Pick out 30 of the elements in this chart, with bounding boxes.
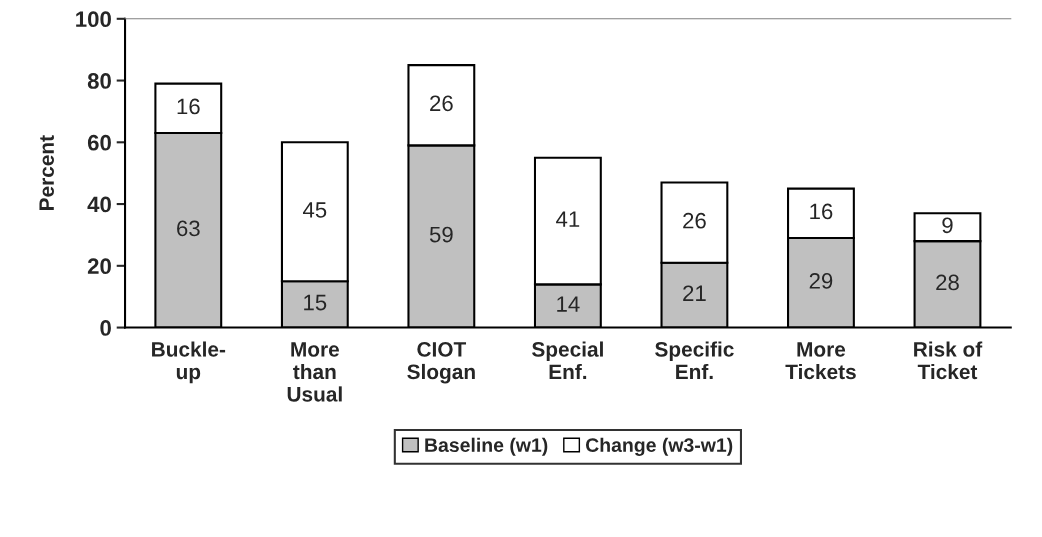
x-tick-label: Specific Enf. bbox=[655, 341, 734, 379]
x-tick-label: CIOT Slogan bbox=[407, 342, 475, 384]
x-tick-label: Buckle- up bbox=[152, 341, 226, 384]
data-label: 15 bbox=[304, 294, 327, 311]
data-label: 21 bbox=[683, 285, 706, 301]
x-tick-label: Special Enf. bbox=[532, 341, 603, 379]
data-label: 14 bbox=[557, 296, 580, 312]
y-tick-label: 0 bbox=[100, 320, 111, 336]
y-tick-label: 80 bbox=[87, 73, 111, 89]
y-tick-label: 40 bbox=[87, 196, 111, 213]
x-tick-label: More than Usual bbox=[287, 342, 342, 402]
data-label: 28 bbox=[936, 274, 959, 291]
data-label: 29 bbox=[809, 273, 833, 289]
legend-label: Baseline (w1) bbox=[425, 437, 548, 456]
data-label: 63 bbox=[177, 220, 200, 237]
x-tick-label: Risk of Ticket bbox=[914, 341, 983, 380]
data-label: 16 bbox=[177, 98, 200, 115]
data-label: 59 bbox=[429, 226, 453, 243]
y-axis-title: Percent bbox=[39, 135, 54, 210]
y-tick-label: 100 bbox=[76, 11, 111, 28]
x-tick-label: More Tickets bbox=[785, 342, 856, 380]
data-label: 45 bbox=[302, 202, 327, 218]
data-label: 16 bbox=[810, 203, 833, 220]
data-label: 26 bbox=[430, 95, 453, 112]
y-tick-label: 60 bbox=[87, 134, 111, 151]
data-label: 26 bbox=[683, 212, 706, 229]
y-tick-label: 20 bbox=[87, 258, 111, 275]
data-label: 41 bbox=[556, 211, 580, 227]
legend-label: Change (w3-w1) bbox=[585, 437, 733, 456]
data-label: 9 bbox=[942, 217, 953, 234]
